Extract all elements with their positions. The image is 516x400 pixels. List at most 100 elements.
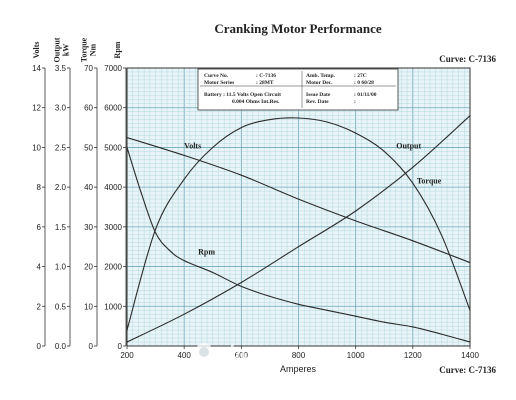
- data-point-torque: [355, 210, 357, 212]
- y-axis-tick-label: 0.5: [55, 302, 67, 311]
- data-point-output: [154, 228, 157, 230]
- series-label-torque: Torque: [417, 176, 442, 185]
- y-axis-tick-label: 10: [84, 302, 93, 311]
- info-curve-no-label: Curve No.: [204, 73, 229, 79]
- series-label-output: Output: [396, 141, 421, 150]
- info-amb-temp-label: Amb. Temp.: [306, 73, 336, 79]
- info-rev-date-label: Rev. Date: [306, 99, 329, 105]
- chart-title: Cranking Motor Performance: [214, 21, 382, 36]
- y-axis-tick-label: 0: [37, 342, 42, 351]
- y-axis-tick-label: 40: [84, 183, 93, 192]
- y-axis-title: Rpm: [113, 41, 122, 58]
- watermark-mark-inner: [199, 347, 209, 357]
- watermark-logo: abp.ru: [195, 342, 278, 364]
- data-point-output: [440, 234, 443, 236]
- data-point-rpm: [412, 326, 414, 328]
- curve-label-bottom: Curve: C-7136: [439, 365, 496, 375]
- series-label-volts: Volts: [184, 141, 201, 150]
- y-axes: 0 2 4 6 8 10 12 14 Volts 0.0 0.5 1.0 1.5 2.0 2.5 3.0 3.5…: [32, 37, 127, 351]
- data-point-rpm: [140, 192, 142, 194]
- y-axis-tick-label: 60: [84, 104, 93, 113]
- y-axis-tick-label: 2.0: [55, 183, 67, 192]
- data-point-output: [297, 117, 300, 119]
- y-axis-tick-label: 12: [32, 104, 41, 113]
- data-point-torque: [297, 246, 300, 248]
- data-point-output: [355, 132, 357, 134]
- data-point-rpm: [297, 303, 300, 305]
- data-point-rpm: [440, 333, 443, 335]
- y-axis-tick-label: 2.5: [55, 143, 67, 152]
- data-point-volts: [183, 154, 185, 156]
- data-point-volts: [412, 240, 414, 242]
- info-rev-date-value: :: [354, 99, 356, 105]
- data-point-rpm: [212, 271, 214, 274]
- x-axis-tick-label: 600: [235, 351, 249, 360]
- data-point-output: [412, 182, 414, 184]
- data-point-rpm: [355, 315, 357, 317]
- info-issue-date-label: Issue Date: [306, 92, 331, 98]
- data-point-rpm: [269, 295, 271, 297]
- y-axis-tick-label: 10: [32, 143, 41, 152]
- y-axis-tick-label: 1.0: [55, 263, 67, 272]
- data-point-rpm: [154, 232, 157, 234]
- curve-label-top: Curve: C-7136: [439, 54, 496, 64]
- data-point-rpm: [383, 321, 385, 323]
- y-axis-tick-label: 2: [37, 302, 42, 311]
- info-motor-dec-value: : 0 60/28: [354, 80, 374, 86]
- y-axis-tick-label: 7000: [104, 64, 122, 73]
- data-point-torque: [412, 166, 414, 168]
- x-axis-tick-label: 400: [177, 351, 191, 360]
- data-point-torque: [240, 281, 242, 284]
- y-axis-tick-label: 3.0: [55, 104, 67, 113]
- info-curve-no-value: : C-7136: [256, 73, 276, 79]
- y-axis-tick-label: 6000: [104, 104, 122, 113]
- y-axis-title: Nm: [89, 43, 98, 56]
- data-point-rpm: [126, 146, 128, 149]
- series-label-rpm: Rpm: [198, 248, 215, 257]
- y-axis-tick-label: 0.0: [55, 342, 67, 351]
- y-axis-tick-label: 4000: [104, 183, 122, 192]
- data-point-volts: [469, 262, 471, 264]
- y-axis-tick-label: 70: [84, 64, 93, 73]
- info-box-frame: [197, 68, 399, 111]
- data-point-torque: [469, 115, 471, 117]
- x-axis-label: Amperes: [280, 364, 317, 374]
- info-int-res: 0.004 Ohms Int.Res.: [232, 99, 280, 105]
- y-axis-tick-label: 0: [89, 342, 94, 351]
- data-point-torque: [183, 313, 185, 315]
- y-axis-tick-label: 8: [37, 183, 42, 192]
- x-axis-tick-label: 800: [292, 351, 306, 360]
- y-axis-title: Volts: [32, 41, 41, 58]
- y-axis-tick-label: 14: [32, 64, 41, 73]
- y-axis-tick-label: 2000: [104, 263, 122, 272]
- info-box: Curve No. : C-7136 Amb. Temp. : 27C Moto…: [197, 68, 399, 111]
- y-axis-tick-label: 0: [118, 342, 123, 351]
- y-axis-tick-label: 1000: [104, 302, 122, 311]
- y-axis-tick-label: 5000: [104, 143, 122, 152]
- data-point-output: [383, 150, 385, 152]
- data-point-output: [212, 146, 214, 149]
- y-axis-title: Torque: [80, 37, 89, 62]
- y-axis-tick-label: 30: [84, 223, 93, 232]
- x-axis: 200 400 600 800 1000 1200 1400: [120, 346, 479, 360]
- y-axis-tick-label: 1.5: [55, 223, 67, 232]
- data-point-rpm: [469, 341, 471, 343]
- data-point-output: [269, 119, 271, 121]
- data-point-output: [126, 329, 128, 331]
- series-group: Volts Output Torque Rpm: [126, 115, 471, 343]
- y-axis-tick-label: 3000: [104, 223, 122, 232]
- info-issue-date-value: : 01/11/00: [354, 92, 377, 98]
- info-motor-series-label: Motor Series: [204, 80, 234, 86]
- x-axis-tick-label: 200: [120, 351, 134, 360]
- x-axis-tick-label: 1400: [461, 351, 479, 360]
- watermark-text: abp.ru: [217, 342, 278, 364]
- data-point-rpm: [183, 260, 185, 262]
- info-motor-dec-label: Motor Dec.: [306, 80, 333, 86]
- data-point-volts: [240, 174, 242, 176]
- data-point-volts: [355, 220, 357, 222]
- data-point-output: [326, 121, 328, 123]
- x-axis-tick-label: 1000: [347, 351, 365, 360]
- data-point-output: [240, 126, 242, 129]
- data-point-rpm: [326, 309, 328, 311]
